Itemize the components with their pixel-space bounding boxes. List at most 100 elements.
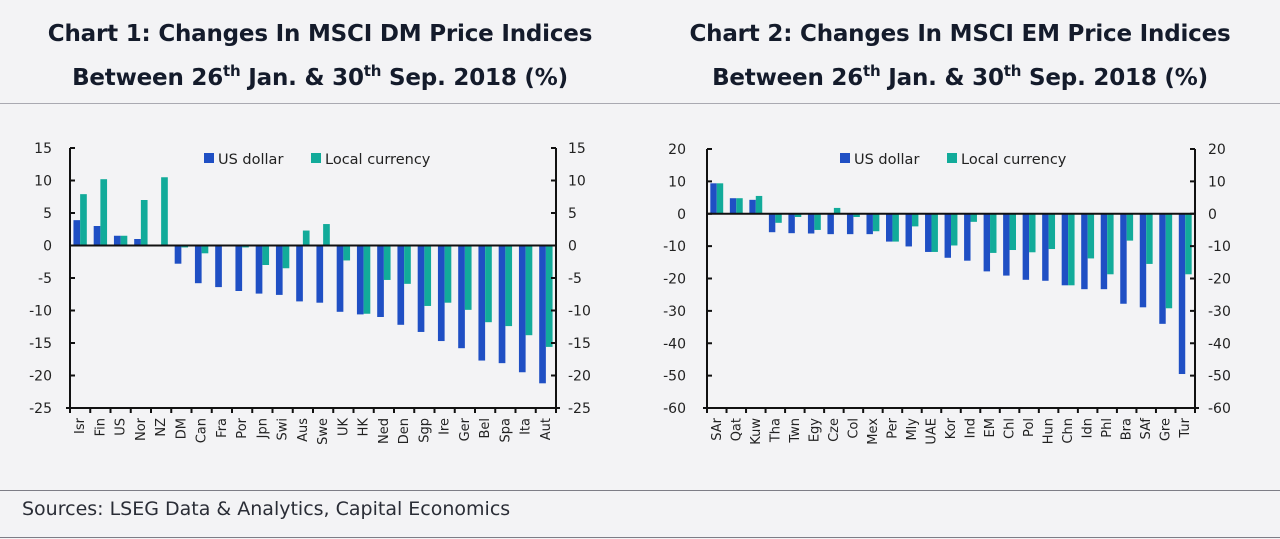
- x-category-label: Ind: [964, 418, 979, 438]
- chart-1-title: Chart 1: Changes In MSCI DM Price Indice…: [0, 12, 640, 100]
- bar-usd-chn: [1061, 213, 1069, 286]
- x-category-label: Gre: [1159, 418, 1174, 441]
- x-category-label: Ger: [458, 417, 473, 441]
- x-category-label: US: [114, 418, 129, 436]
- bar-usd-sgp: [417, 245, 425, 332]
- x-category-label: Chl: [1003, 418, 1018, 439]
- x-category-label: Kor: [944, 417, 959, 439]
- bar-local-bel: [485, 245, 492, 323]
- left-y-tick-label: 0: [677, 207, 686, 223]
- bar-usd-uk: [336, 245, 344, 312]
- bar-usd-mex: [866, 213, 873, 235]
- bar-usd-qat: [729, 198, 737, 214]
- x-category-label: Spa: [498, 418, 513, 442]
- legend-swatch-local: [311, 153, 321, 163]
- bar-usd-bel: [478, 245, 486, 361]
- chart-2-title-line2: Between 26th Jan. & 30th Sep. 2018 (%): [712, 62, 1208, 92]
- bar-local-can: [201, 245, 209, 254]
- bar-usd-den: [397, 245, 405, 325]
- bar-local-ned: [383, 245, 391, 280]
- right-y-tick-label: -25: [568, 401, 591, 417]
- bar-usd-pol: [1022, 213, 1030, 280]
- x-category-label: EM: [983, 418, 998, 437]
- right-y-tick-label: -20: [568, 369, 591, 385]
- x-category-label: Pol: [1022, 418, 1037, 437]
- legend-swatch-local: [947, 153, 957, 163]
- legend-label-local: Local currency: [325, 152, 431, 168]
- bar-local-sgp: [424, 245, 432, 306]
- bar-local-us: [120, 235, 128, 246]
- legend-label-local: Local currency: [961, 152, 1067, 168]
- left-y-tick-label: -10: [663, 239, 686, 255]
- bar-usd-twn: [788, 213, 795, 234]
- bar-usd-ind: [964, 213, 971, 261]
- bar-local-ind: [970, 213, 977, 222]
- x-category-label: Aut: [539, 418, 554, 440]
- left-y-tick-label: 20: [668, 142, 686, 158]
- bar-local-pol: [1029, 213, 1036, 253]
- bar-usd-ger: [458, 245, 465, 349]
- bar-local-gre: [1165, 213, 1173, 309]
- bar-local-mex: [872, 213, 880, 232]
- bar-local-twn: [794, 213, 802, 217]
- bar-local-fin: [100, 179, 108, 246]
- bar-usd-col: [846, 213, 854, 235]
- bar-local-saf: [1146, 213, 1153, 264]
- right-y-tick-label: -30: [1208, 304, 1231, 320]
- legend-label-usd: US dollar: [854, 152, 919, 168]
- bar-usd-jpn: [255, 245, 263, 294]
- right-y-tick-label: -20: [1208, 272, 1231, 288]
- left-y-tick-label: -20: [663, 272, 686, 288]
- x-category-label: Bra: [1120, 418, 1135, 440]
- bar-local-cze: [833, 207, 841, 214]
- bar-usd-nor: [134, 239, 141, 246]
- bar-local-uae: [931, 213, 938, 252]
- right-y-tick-label: 5: [568, 206, 577, 222]
- bar-usd-mly: [905, 213, 912, 247]
- x-category-label: Qat: [729, 418, 744, 441]
- bar-local-col: [853, 213, 860, 217]
- bar-usd-gre: [1159, 213, 1166, 324]
- left-y-tick-label: 5: [43, 206, 52, 222]
- bar-local-aut: [545, 245, 553, 347]
- bar-usd-swe: [316, 245, 324, 303]
- bar-usd-bra: [1120, 213, 1127, 304]
- bar-usd-us: [113, 235, 121, 246]
- x-category-label: Cze: [827, 418, 842, 442]
- bar-usd-kuw: [749, 199, 756, 214]
- x-category-label: Por: [235, 417, 250, 438]
- x-category-label: Isr: [73, 417, 88, 434]
- bar-local-em: [990, 213, 997, 253]
- bar-local-ger: [464, 245, 472, 310]
- x-category-label: HK: [357, 418, 372, 437]
- x-category-label: Phl: [1100, 418, 1115, 438]
- x-category-label: Ire: [438, 418, 453, 435]
- left-y-tick-label: -50: [663, 369, 686, 385]
- x-category-label: Nor: [134, 417, 149, 441]
- left-y-tick-label: -10: [29, 304, 52, 320]
- bar-usd-dm: [174, 245, 182, 264]
- right-y-tick-label: -15: [568, 336, 591, 352]
- bar-usd-cze: [827, 213, 834, 235]
- right-y-tick-label: 20: [1208, 142, 1226, 158]
- bar-local-kor: [951, 213, 958, 246]
- x-category-label: Egy: [807, 418, 822, 442]
- x-category-label: Bel: [478, 418, 493, 439]
- bar-usd-spa: [498, 245, 506, 364]
- bar-local-swi: [282, 245, 290, 269]
- bar-local-tha: [775, 213, 782, 223]
- bar-local-kuw: [755, 195, 763, 214]
- right-y-tick-label: -10: [568, 304, 591, 320]
- bar-usd-hk: [356, 245, 364, 315]
- bar-usd-swi: [275, 245, 283, 295]
- bar-local-ire: [444, 245, 452, 303]
- bar-usd-saf: [1139, 213, 1147, 308]
- chart-2-title: Chart 2: Changes In MSCI EM Price Indice…: [640, 12, 1280, 100]
- x-category-label: Twn: [788, 418, 803, 444]
- right-y-tick-label: 15: [568, 141, 586, 157]
- x-category-label: UK: [336, 418, 351, 437]
- bar-usd-tha: [768, 213, 776, 233]
- left-y-tick-label: 15: [34, 141, 52, 157]
- right-y-tick-label: 10: [568, 174, 586, 190]
- bar-usd-chl: [1003, 213, 1010, 276]
